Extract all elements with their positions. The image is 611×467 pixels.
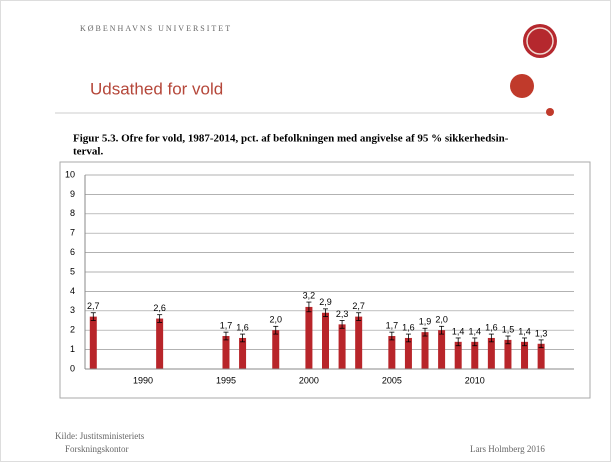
bar — [338, 324, 346, 369]
value-label: 2,9 — [319, 297, 332, 307]
value-label: 1,6 — [236, 322, 249, 332]
x-tick-label: 1990 — [133, 375, 153, 385]
caption-line: terval. — [73, 146, 103, 158]
value-label: 1,4 — [452, 326, 465, 336]
value-label: 1,7 — [386, 321, 399, 331]
bar — [355, 316, 363, 369]
value-label: 2,6 — [153, 303, 166, 313]
value-label: 1,3 — [535, 328, 548, 338]
bar — [454, 341, 462, 369]
bar — [487, 337, 495, 369]
bar — [404, 337, 412, 369]
source-line: Kilde: Justitsministeriets — [55, 431, 145, 441]
bar — [504, 339, 512, 369]
y-tick-label: 2 — [70, 325, 75, 335]
value-label: 1,5 — [502, 324, 515, 334]
x-tick-label: 2000 — [299, 375, 319, 385]
value-label: 1,4 — [469, 326, 482, 336]
bar — [156, 318, 164, 369]
y-tick-label: 7 — [70, 228, 75, 238]
slide-title: Udsathed for vold — [90, 79, 223, 98]
y-tick-label: 4 — [70, 286, 75, 296]
bar — [388, 336, 396, 369]
bar — [421, 332, 429, 369]
bar — [272, 330, 280, 369]
logo-ring — [526, 27, 554, 55]
y-tick-label: 8 — [70, 208, 75, 218]
logo — [523, 24, 557, 58]
bar — [239, 337, 247, 369]
bar — [322, 312, 329, 369]
value-label: 2,7 — [87, 301, 100, 311]
y-tick-label: 1 — [70, 344, 75, 354]
bar — [537, 343, 545, 369]
y-tick-label: 10 — [65, 169, 75, 179]
y-tick-label: 9 — [70, 189, 75, 199]
value-label: 1,7 — [220, 321, 233, 331]
x-tick-label: 2010 — [465, 375, 485, 385]
x-tick-label: 2005 — [382, 375, 402, 385]
chart-frame — [59, 161, 591, 399]
bar — [222, 336, 230, 369]
author: Lars Holmberg 2016 — [470, 444, 545, 454]
value-label: 2,3 — [336, 309, 349, 319]
y-tick-label: 6 — [70, 247, 75, 257]
value-label: 2,0 — [435, 315, 448, 325]
value-label: 2,0 — [269, 315, 282, 325]
bar — [471, 341, 479, 369]
value-label: 2,7 — [352, 301, 365, 311]
bar — [89, 316, 97, 369]
bar — [438, 330, 446, 369]
value-label: 1,6 — [485, 322, 498, 332]
value-label: 1,9 — [419, 317, 432, 327]
deco-circle — [510, 74, 534, 98]
value-label: 1,6 — [402, 322, 415, 332]
deco-dot — [546, 108, 554, 116]
bar — [305, 306, 313, 369]
y-tick-label: 5 — [70, 266, 75, 276]
x-tick-label: 1995 — [216, 375, 236, 385]
source-line: Forskningskontor — [65, 444, 129, 454]
bar — [521, 341, 529, 369]
org-name: KØBENHAVNS UNIVERSITET — [80, 24, 232, 33]
y-tick-label: 0 — [70, 363, 75, 373]
value-label: 1,4 — [518, 326, 531, 336]
caption-line: Figur 5.3. Ofre for vold, 1987-2014, pct… — [73, 133, 509, 145]
value-label: 3,2 — [303, 290, 316, 300]
y-tick-label: 3 — [70, 305, 75, 315]
